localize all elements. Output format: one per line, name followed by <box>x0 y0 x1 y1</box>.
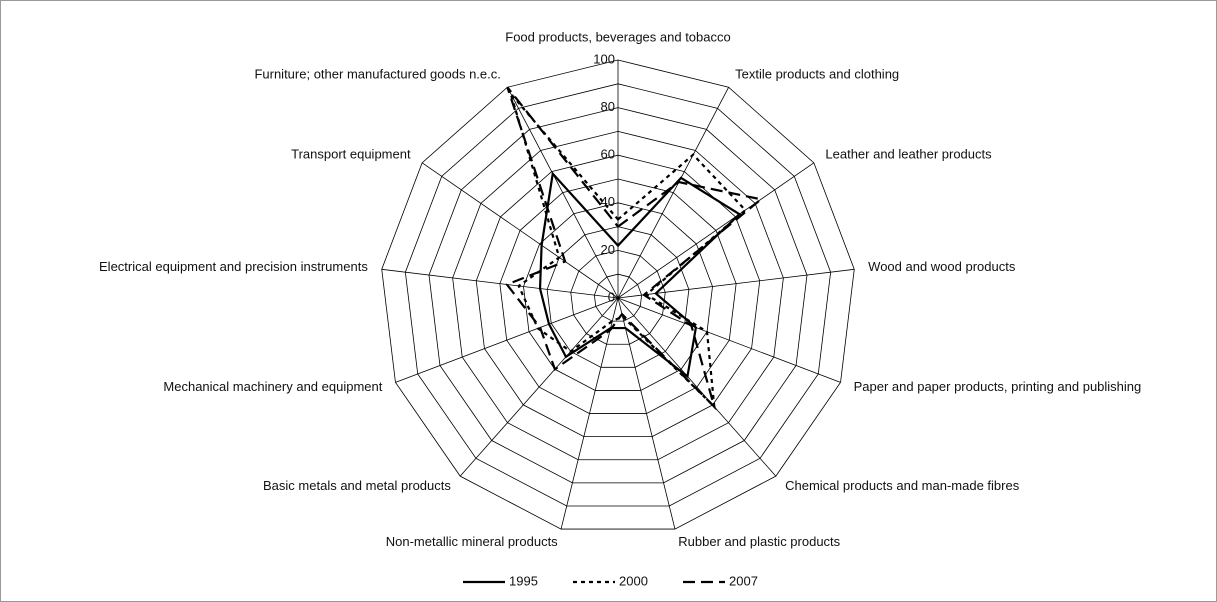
tick-label: 40 <box>601 194 615 209</box>
spoke <box>617 297 676 530</box>
minor-grid-ring <box>452 130 784 461</box>
legend-label: 2000 <box>619 573 648 588</box>
series-line <box>505 86 764 411</box>
category-label: Mechanical machinery and equipment <box>163 379 382 394</box>
spoke <box>617 162 815 299</box>
category-label: Non-metallic mineral products <box>386 534 558 549</box>
category-label: Electrical equipment and precision instr… <box>99 259 368 274</box>
spoke <box>381 268 619 299</box>
legend-label: 1995 <box>509 573 538 588</box>
tick-label: 20 <box>601 242 615 257</box>
legend-label: 2007 <box>729 573 758 588</box>
category-label: Wood and wood products <box>868 259 1016 274</box>
grid-ring <box>381 59 855 530</box>
category-label: Food products, beverages and tobacco <box>505 29 730 44</box>
category-label: Rubber and plastic products <box>678 534 840 549</box>
grid-ring <box>428 107 808 484</box>
tick-label: 100 <box>593 51 615 66</box>
category-label: Furniture; other manufactured goods n.e.… <box>254 66 500 81</box>
category-label: Leather and leather products <box>825 146 992 161</box>
spoke <box>507 87 619 299</box>
grid-ring <box>475 154 761 438</box>
spoke <box>617 87 729 299</box>
spoke <box>459 297 619 477</box>
spoke <box>617 297 841 383</box>
tick-label: 0 <box>608 289 615 304</box>
category-label: Chemical products and man-made fibres <box>785 478 1020 493</box>
spoke <box>560 297 619 530</box>
category-label: Transport equipment <box>291 146 411 161</box>
spoke <box>617 297 777 477</box>
minor-grid-ring <box>404 83 832 507</box>
grid-ring <box>570 249 666 345</box>
category-label: Basic metals and metal products <box>263 478 451 493</box>
minor-grid-ring <box>546 226 690 368</box>
spoke <box>421 162 619 299</box>
category-label: Paper and paper products, printing and p… <box>854 379 1142 394</box>
minor-grid-ring <box>593 273 643 322</box>
category-label: Textile products and clothing <box>735 66 899 81</box>
spoke <box>395 297 619 383</box>
tick-label: 80 <box>601 99 615 114</box>
minor-grid-ring <box>499 178 737 414</box>
tick-label: 60 <box>601 147 615 162</box>
series-line <box>509 92 747 410</box>
